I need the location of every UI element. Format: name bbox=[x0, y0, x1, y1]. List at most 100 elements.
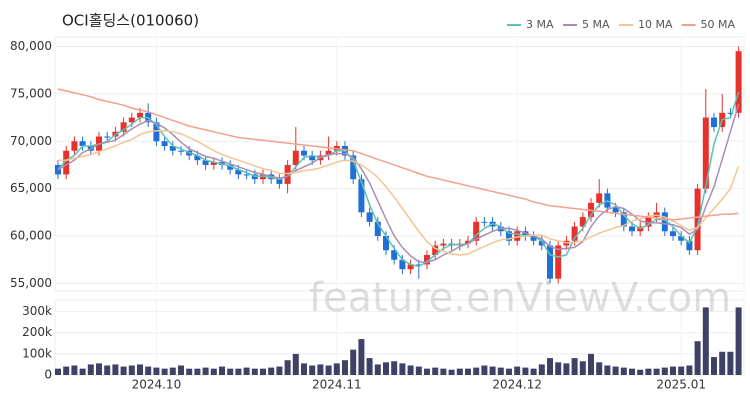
volume-bar bbox=[366, 358, 373, 375]
candle-body bbox=[309, 155, 316, 161]
volume-bar bbox=[227, 368, 234, 375]
volume-bar bbox=[309, 365, 316, 375]
candle-body bbox=[63, 150, 70, 175]
volume-bar bbox=[153, 367, 160, 375]
volume-bar bbox=[358, 339, 365, 375]
candle-body bbox=[391, 250, 398, 260]
volume-bar bbox=[383, 362, 389, 375]
volume-bar bbox=[719, 351, 726, 375]
candle-body bbox=[202, 160, 209, 165]
volume-bar bbox=[251, 368, 258, 375]
volume-bar bbox=[399, 363, 406, 375]
volume-bar bbox=[563, 363, 570, 375]
candle-body bbox=[292, 150, 299, 165]
y-tick-label: 65,000 bbox=[10, 181, 52, 195]
volume-bar bbox=[145, 366, 152, 375]
candle-body bbox=[243, 174, 250, 176]
candle-body bbox=[432, 245, 439, 255]
volume-bar bbox=[735, 307, 742, 375]
x-tick-label: 2024.10 bbox=[132, 378, 182, 392]
candle-body bbox=[727, 112, 734, 114]
volume-bar bbox=[79, 368, 86, 375]
y-tick-label: 80,000 bbox=[10, 39, 52, 53]
volume-bar bbox=[87, 364, 94, 375]
candle-body bbox=[120, 122, 127, 132]
volume-bar bbox=[268, 367, 275, 375]
volume-bar bbox=[424, 368, 430, 375]
candle-body bbox=[227, 164, 234, 170]
candle-body bbox=[128, 117, 135, 123]
candle-body bbox=[473, 221, 480, 241]
volume-bar bbox=[415, 366, 422, 375]
volume-bar bbox=[284, 360, 291, 375]
volume-bar bbox=[629, 368, 635, 375]
candle-body bbox=[415, 264, 422, 266]
volume-bar bbox=[538, 364, 545, 375]
candle-body bbox=[612, 207, 619, 213]
x-tick-label: 2024.11 bbox=[312, 378, 362, 392]
volume-bar bbox=[161, 368, 168, 375]
candle-body bbox=[596, 193, 603, 203]
volume-bar bbox=[169, 367, 176, 375]
volume-bar bbox=[292, 353, 299, 375]
volume-bar bbox=[301, 363, 307, 375]
volume-bar bbox=[407, 365, 414, 375]
candle-body bbox=[694, 188, 701, 251]
candle-body bbox=[481, 221, 488, 223]
y-tick-label: 0 bbox=[44, 368, 52, 382]
y-tick-label: 200k bbox=[22, 325, 52, 339]
candle-body bbox=[629, 226, 635, 232]
y-tick-label: 300k bbox=[22, 304, 52, 318]
volume-bar bbox=[473, 367, 480, 375]
x-tick-label: 2025.01 bbox=[656, 378, 706, 392]
candle-body bbox=[735, 51, 742, 113]
candle-body bbox=[161, 141, 168, 146]
candle-body bbox=[538, 240, 545, 246]
volume-bar bbox=[514, 366, 521, 375]
volume-bar bbox=[588, 353, 594, 375]
ma-line bbox=[57, 104, 740, 264]
volume-bar bbox=[128, 365, 135, 375]
volume-bar bbox=[555, 362, 562, 375]
candle-body bbox=[440, 243, 447, 246]
volume-bar bbox=[596, 362, 603, 375]
candle-body bbox=[424, 254, 430, 265]
ma-line bbox=[57, 91, 740, 268]
volume-bar bbox=[711, 357, 717, 375]
plot-area bbox=[55, 46, 742, 375]
candle-body bbox=[571, 226, 578, 241]
volume-bar bbox=[260, 368, 266, 375]
candle-body bbox=[407, 264, 414, 270]
volume-bar bbox=[440, 368, 447, 375]
candle-body bbox=[555, 245, 562, 279]
candle-body bbox=[374, 221, 381, 237]
volume-bar bbox=[210, 368, 217, 375]
volume-bar bbox=[481, 365, 488, 375]
volume-bar bbox=[391, 361, 398, 375]
volume-bar bbox=[104, 365, 111, 375]
volume-bar bbox=[694, 341, 701, 375]
candle-body bbox=[383, 236, 389, 251]
volume-bar bbox=[489, 366, 496, 375]
volume-bar bbox=[497, 367, 504, 375]
legend-label: 5 MA bbox=[582, 18, 610, 31]
legend-label: 10 MA bbox=[638, 18, 673, 31]
candle-body bbox=[579, 217, 586, 227]
candle-body bbox=[686, 240, 693, 251]
volume-bar bbox=[120, 366, 127, 375]
volume-bar bbox=[317, 364, 324, 375]
volume-bar bbox=[686, 365, 693, 375]
y-tick-label: 70,000 bbox=[10, 134, 52, 148]
volume-bar bbox=[702, 307, 709, 375]
candle-body bbox=[399, 259, 406, 270]
volume-bar bbox=[670, 366, 676, 375]
ma-line bbox=[58, 130, 740, 256]
y-tick-label: 60,000 bbox=[10, 229, 52, 243]
candle-body bbox=[153, 122, 160, 142]
volume-bar bbox=[342, 360, 348, 375]
volume-bar bbox=[96, 363, 102, 375]
volume-bar bbox=[243, 367, 250, 375]
candle-body bbox=[235, 169, 242, 175]
watermark: feature.enViewV.com bbox=[309, 275, 731, 321]
